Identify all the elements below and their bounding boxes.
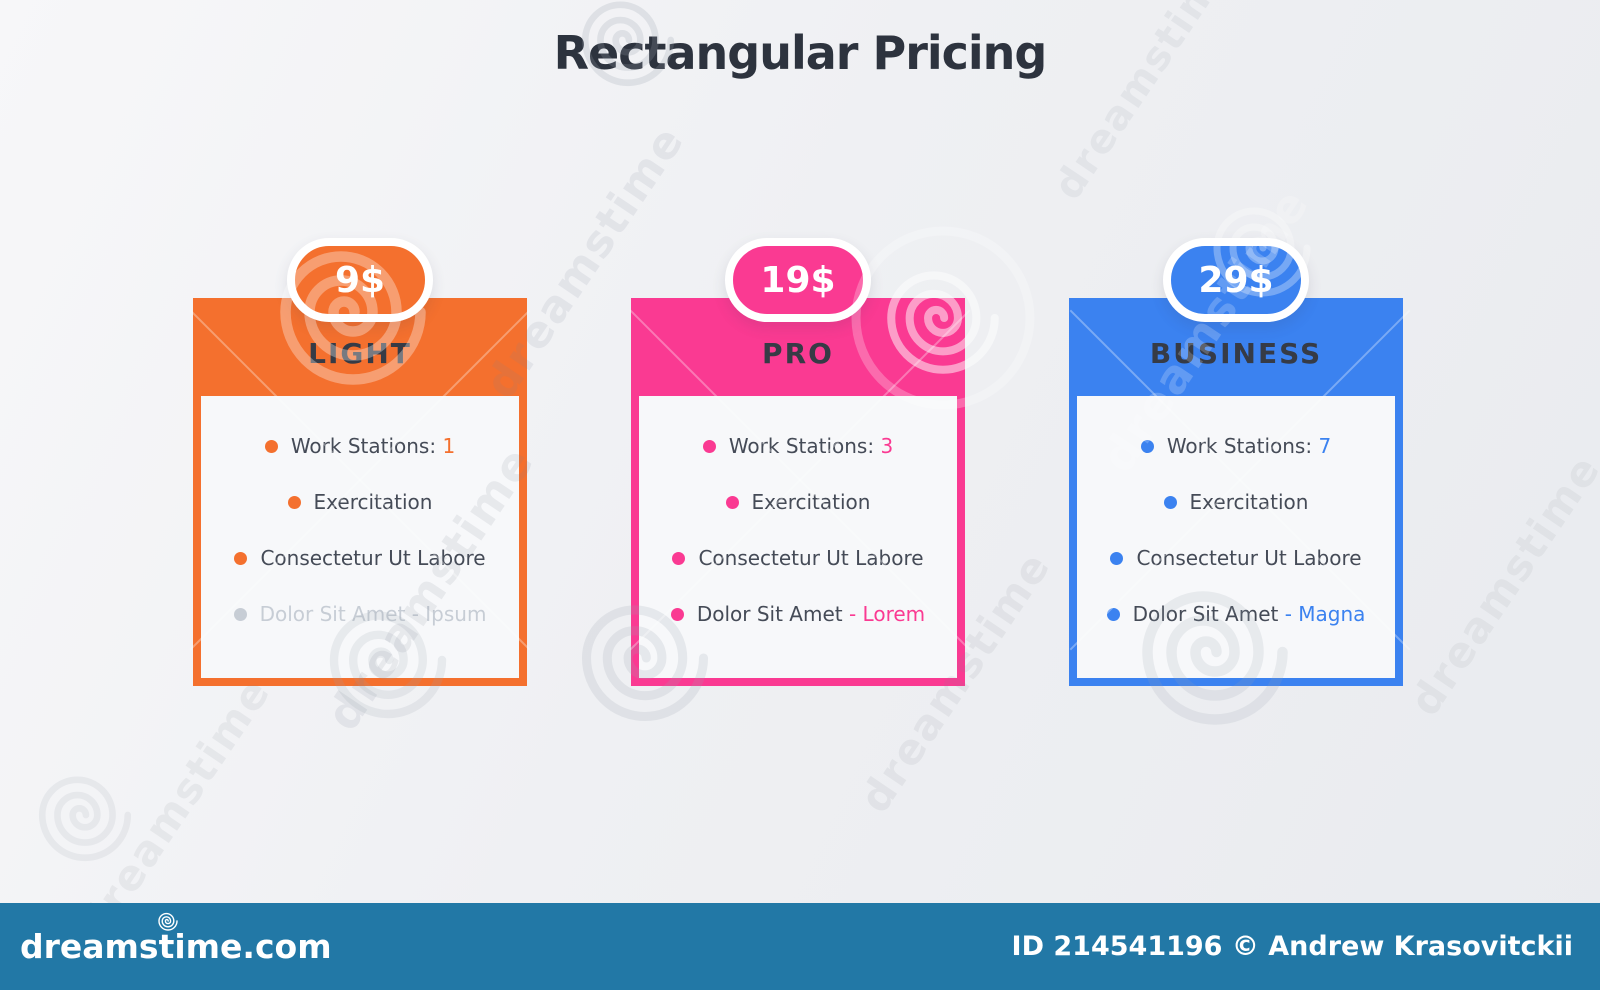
plan-name: BUSINESS <box>1149 337 1323 370</box>
price-text: 29$ <box>1198 259 1274 301</box>
feature-row: Exercitation <box>1077 474 1395 530</box>
bullet-icon <box>233 607 247 621</box>
plan-name: PRO <box>762 337 834 370</box>
pricing-cards: 9$ LIGHT Work Stations: 1 Exercitation Conse… <box>193 238 1403 686</box>
bullet-icon <box>264 439 278 453</box>
feature-text: Consectetur Ut Labore <box>260 546 486 570</box>
image-credit: ID 214541196 © Andrew Krasovitckii <box>1011 931 1573 962</box>
bullet-icon <box>670 607 684 621</box>
dreamstime-logo-text: dreamstime.com <box>20 927 332 966</box>
bullet-icon <box>234 551 248 565</box>
bullet-icon <box>702 439 716 453</box>
feature-text: Work Stations: 7 <box>1166 434 1332 458</box>
price-badge: 19$ <box>725 238 871 322</box>
feature-row: Work Stations: 3 <box>639 418 957 474</box>
feature-text: Work Stations: 1 <box>290 434 456 458</box>
bullet-icon <box>1163 495 1177 509</box>
bullet-icon <box>287 495 301 509</box>
price-badge: 9$ <box>287 238 433 322</box>
feature-row: Consectetur Ut Labore <box>639 530 957 586</box>
page-title: Rectangular Pricing <box>553 26 1048 80</box>
card-body: Work Stations: 1 Exercitation Consectetur … <box>201 396 519 678</box>
bullet-icon <box>1110 551 1124 565</box>
watermark-spiral-icon <box>38 768 133 863</box>
watermark-footer-bar: dreamstime.com ID 214541196 © Andrew Kra… <box>0 903 1600 990</box>
feature-text: Dolor Sit Amet - Lorem <box>696 602 926 626</box>
card-header: BUSINESS <box>1069 298 1403 396</box>
feature-text: Exercitation <box>313 490 433 514</box>
feature-row: Dolor Sit Amet - Ipsum <box>201 586 519 642</box>
bullet-icon <box>1140 439 1154 453</box>
feature-row: Consectetur Ut Labore <box>201 530 519 586</box>
feature-row: Consectetur Ut Labore <box>1077 530 1395 586</box>
feature-row: Dolor Sit Amet - Lorem <box>639 586 957 642</box>
bullet-icon <box>672 551 686 565</box>
bullet-icon <box>1106 607 1120 621</box>
pricing-card: 19$ PRO Work Stations: 3 Exercitation Consec… <box>631 238 965 686</box>
bullet-icon <box>725 495 739 509</box>
feature-row: Work Stations: 1 <box>201 418 519 474</box>
feature-text: Dolor Sit Amet - Magna <box>1132 602 1366 626</box>
card-block: LIGHT Work Stations: 1 Exercitation Consect… <box>193 298 527 686</box>
dreamstime-logo: dreamstime.com <box>20 912 332 966</box>
card-header: PRO <box>631 298 965 396</box>
feature-row: Exercitation <box>201 474 519 530</box>
pricing-card: 9$ LIGHT Work Stations: 1 Exercitation Conse… <box>193 238 527 686</box>
price-text: 19$ <box>760 259 836 301</box>
logo-spiral-icon <box>158 912 178 931</box>
card-body: Work Stations: 7 Exercitation Consectetur … <box>1077 396 1395 678</box>
feature-text: Exercitation <box>1189 490 1309 514</box>
price-text: 9$ <box>334 259 386 301</box>
price-badge: 29$ <box>1163 238 1309 322</box>
card-block: PRO Work Stations: 3 Exercitation Consectet… <box>631 298 965 686</box>
feature-row: Work Stations: 7 <box>1077 418 1395 474</box>
feature-row: Dolor Sit Amet - Magna <box>1077 586 1395 642</box>
feature-text: Work Stations: 3 <box>728 434 894 458</box>
card-block: BUSINESS Work Stations: 7 Exercitation Cons… <box>1069 298 1403 686</box>
plan-name: LIGHT <box>308 337 412 370</box>
feature-text: Consectetur Ut Labore <box>698 546 924 570</box>
feature-text: Exercitation <box>751 490 871 514</box>
card-body: Work Stations: 3 Exercitation Consectetur … <box>639 396 957 678</box>
feature-row: Exercitation <box>639 474 957 530</box>
watermark-text: dreamstime <box>1399 445 1600 725</box>
feature-text: Dolor Sit Amet - Ipsum <box>259 602 487 626</box>
feature-text: Consectetur Ut Labore <box>1136 546 1362 570</box>
pricing-card: 29$ BUSINESS Work Stations: 7 Exercitation C… <box>1069 238 1403 686</box>
